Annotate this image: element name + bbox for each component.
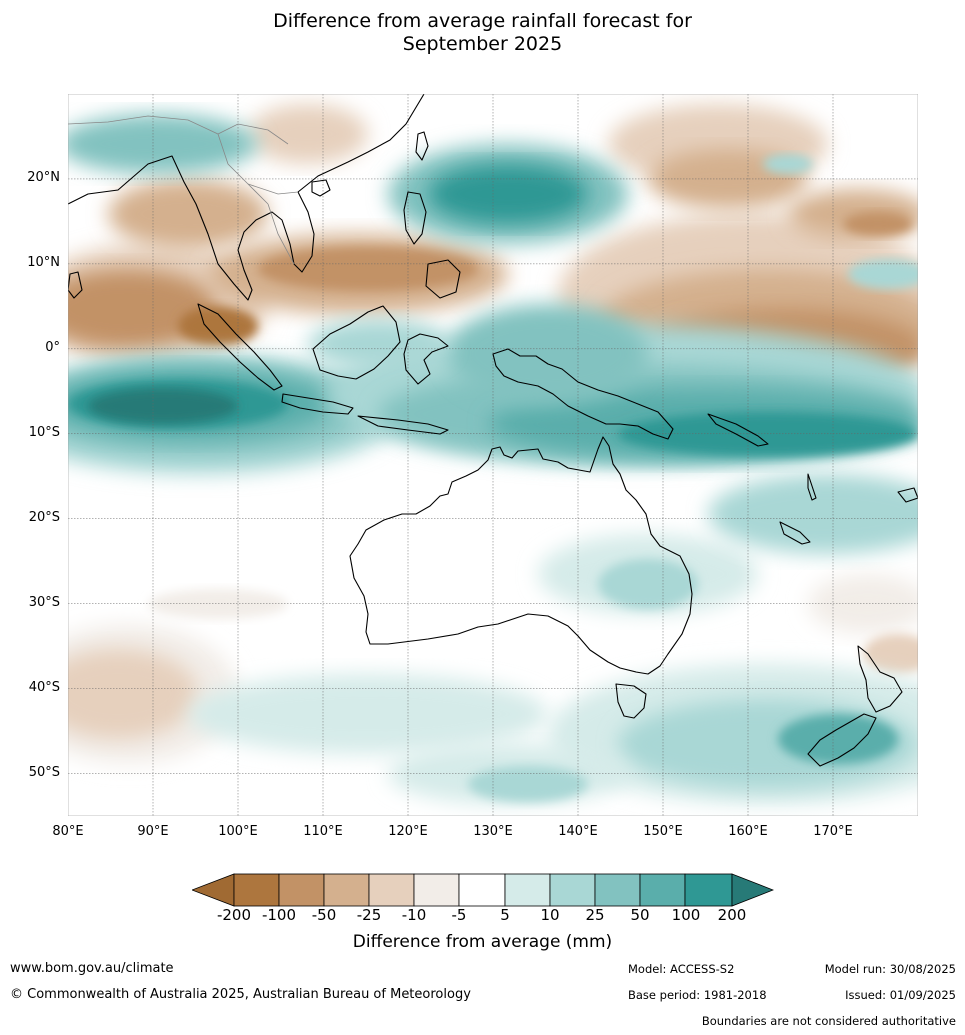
colorbar-segment-wet-100 bbox=[684, 873, 733, 907]
coast-nz-north bbox=[857, 645, 903, 713]
colorbar-tick: -100 bbox=[261, 906, 297, 924]
lon-label-80e: 80°E bbox=[52, 824, 84, 839]
rainfall-map bbox=[67, 93, 919, 817]
disclaimer-text: Boundaries are not considered authoritat… bbox=[701, 1014, 956, 1028]
base-period-text: Base period: 1981-2018 bbox=[628, 988, 767, 1002]
colorbar-tick: 25 bbox=[585, 906, 605, 924]
wet-anomaly-areas bbox=[68, 114, 918, 804]
coast-taiwan bbox=[415, 131, 429, 161]
colorbar-segment-dry-5 bbox=[413, 873, 460, 907]
colorbar-tick: 5 bbox=[500, 906, 510, 924]
coast-sulawesi bbox=[403, 333, 449, 385]
website-link[interactable]: www.bom.gov.au/climate bbox=[10, 961, 174, 976]
coast-nz-south bbox=[807, 713, 877, 767]
lon-label-140e: 140°E bbox=[558, 824, 598, 839]
model-run-text: Model run: 30/08/2025 bbox=[824, 962, 956, 976]
lat-label-10n: 10°N bbox=[27, 255, 60, 270]
colorbar-tick: -5 bbox=[451, 906, 467, 924]
lon-label-150e: 150°E bbox=[643, 824, 683, 839]
lat-label-20n: 20°N bbox=[27, 170, 60, 185]
coast-australia bbox=[349, 436, 693, 675]
lon-label-170e: 170°E bbox=[813, 824, 853, 839]
colorbar-legend bbox=[190, 873, 775, 907]
colorbar-segment-wet-50 bbox=[639, 873, 686, 907]
coast-sri-lanka bbox=[68, 271, 83, 299]
colorbar-tick: -50 bbox=[311, 906, 337, 924]
colorbar-tick: 100 bbox=[671, 906, 701, 924]
title-line-2: September 2025 bbox=[402, 33, 563, 55]
copyright-text: © Commonwealth of Australia 2025, Austra… bbox=[10, 987, 471, 1002]
coast-vanuatu bbox=[807, 473, 817, 501]
country-boundaries bbox=[68, 115, 299, 265]
coast-borneo bbox=[312, 305, 401, 380]
lon-label-160e: 160°E bbox=[728, 824, 768, 839]
lat-label-50s: 50°S bbox=[28, 765, 60, 780]
coast-luzon bbox=[403, 191, 427, 245]
colorbar bbox=[190, 873, 775, 907]
legend-title: Difference from average (mm) bbox=[352, 932, 613, 952]
coast-java bbox=[281, 393, 354, 415]
lon-label-110e: 110°E bbox=[303, 824, 343, 839]
lat-label-30s: 30°S bbox=[28, 595, 60, 610]
colorbar-tick: 10 bbox=[540, 906, 560, 924]
coast-sumatra bbox=[197, 303, 283, 391]
colorbar-segment-wet-5 bbox=[504, 873, 551, 907]
lat-label-10s: 10°S bbox=[28, 425, 60, 440]
lat-label-0: 0° bbox=[45, 340, 60, 355]
coastlines bbox=[68, 94, 918, 767]
coast-lesser-sunda bbox=[357, 415, 449, 435]
colorbar-arrow-wet bbox=[731, 873, 775, 907]
colorbar-tick: 50 bbox=[630, 906, 650, 924]
colorbar-tick: -200 bbox=[216, 906, 252, 924]
map-title: Difference from average rainfall forecas… bbox=[0, 10, 965, 56]
coast-solomons bbox=[707, 413, 769, 447]
colorbar-arrow-dry bbox=[190, 873, 235, 907]
lon-label-90e: 90°E bbox=[137, 824, 169, 839]
coast-new-guinea bbox=[492, 348, 674, 440]
lon-label-130e: 130°E bbox=[473, 824, 513, 839]
issued-text: Issued: 01/09/2025 bbox=[845, 988, 956, 1002]
coast-asia bbox=[68, 94, 425, 301]
coast-mindanao bbox=[425, 259, 461, 299]
colorbar-tick: -10 bbox=[401, 906, 427, 924]
lon-label-120e: 120°E bbox=[388, 824, 428, 839]
graticule bbox=[68, 94, 918, 816]
colorbar-tick: 200 bbox=[717, 906, 747, 924]
coast-new-caledonia bbox=[779, 521, 811, 545]
colorbar-segment-dry-50 bbox=[278, 873, 325, 907]
coast-hainan bbox=[311, 179, 331, 197]
map-canvas bbox=[67, 93, 919, 817]
colorbar-segment-dry-25 bbox=[323, 873, 370, 907]
lat-label-20s: 20°S bbox=[28, 510, 60, 525]
coast-fiji bbox=[897, 487, 918, 503]
coast-tasmania bbox=[615, 683, 647, 719]
colorbar-segment-neutral bbox=[458, 873, 506, 907]
colorbar-segment-dry-10 bbox=[368, 873, 415, 907]
colorbar-tick: -25 bbox=[356, 906, 382, 924]
lon-label-100e: 100°E bbox=[218, 824, 258, 839]
colorbar-segment-wet-10 bbox=[549, 873, 596, 907]
lat-label-40s: 40°S bbox=[28, 680, 60, 695]
colorbar-segment-wet-25 bbox=[594, 873, 641, 907]
title-line-1: Difference from average rainfall forecas… bbox=[273, 10, 692, 32]
colorbar-segment-dry-100 bbox=[233, 873, 280, 907]
model-text: Model: ACCESS-S2 bbox=[628, 962, 735, 976]
